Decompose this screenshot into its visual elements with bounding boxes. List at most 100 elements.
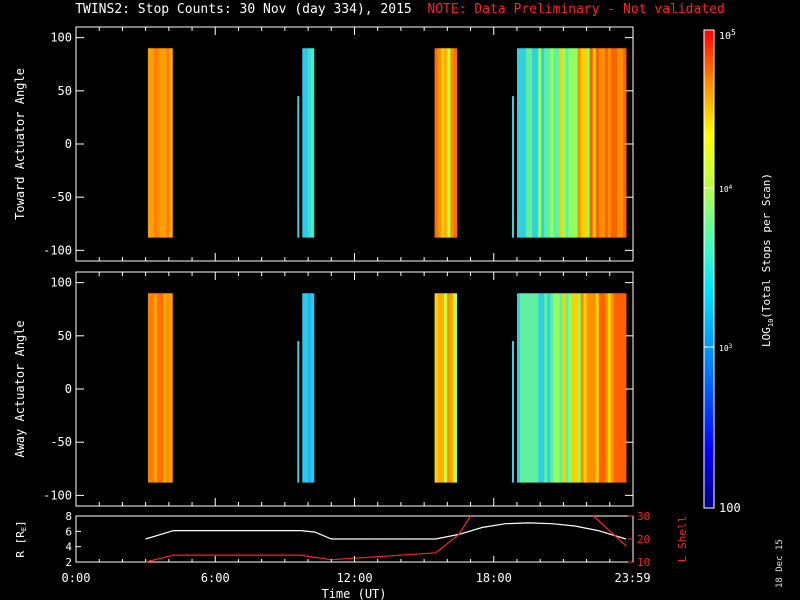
heatmap-cell bbox=[610, 293, 615, 483]
heatmap-cell bbox=[310, 48, 315, 238]
heatmap-cell bbox=[592, 293, 597, 483]
left-tick-label: 6 bbox=[65, 525, 72, 538]
heatmap-cell bbox=[562, 293, 566, 483]
y-tick-label: -50 bbox=[50, 190, 72, 204]
heatmap-cell bbox=[166, 48, 170, 238]
x-tick-label: 12:00 bbox=[336, 571, 372, 585]
heatmap-cell bbox=[550, 48, 554, 238]
heatmap-cell bbox=[568, 48, 572, 238]
title-note: NOTE: Data Preliminary - Not validated bbox=[427, 2, 725, 17]
heatmap-cell bbox=[437, 48, 442, 238]
heatmap-cell bbox=[166, 293, 170, 483]
heatmap-cell bbox=[589, 293, 594, 483]
heatmap-cell bbox=[547, 48, 551, 238]
heatmap-cell bbox=[434, 293, 439, 483]
heatmap-cell bbox=[574, 293, 578, 483]
y-tick-label: -100 bbox=[43, 488, 72, 502]
heatmap-cell bbox=[601, 293, 606, 483]
heatmap-cell bbox=[544, 293, 548, 483]
heatmap-cell bbox=[308, 293, 312, 483]
heatmap-cell bbox=[523, 293, 527, 483]
heatmap-cell bbox=[450, 293, 454, 483]
heatmap-cell bbox=[601, 48, 606, 238]
heatmap-cell bbox=[580, 48, 585, 238]
heatmap-cell bbox=[589, 48, 594, 238]
away-heatmap-panel: 100 50 0 -50 -100 Away Actuator Angle bbox=[13, 271, 634, 507]
heatmap-cell bbox=[568, 293, 572, 483]
heatmap-cell bbox=[147, 293, 152, 483]
heatmap-cell bbox=[619, 48, 624, 238]
heatmap-cell bbox=[302, 293, 306, 483]
heatmap-cell bbox=[595, 48, 600, 238]
heatmap-cell bbox=[535, 48, 539, 238]
heatmap-cell bbox=[577, 293, 581, 483]
heatmap-cell bbox=[447, 293, 451, 483]
heatmap-cell bbox=[616, 293, 621, 483]
heatmap-cell bbox=[586, 293, 591, 483]
heatmap-cell bbox=[613, 48, 618, 238]
heatmap-cell bbox=[553, 293, 557, 483]
heatmap-cell bbox=[604, 48, 609, 238]
colorbar-tick-mid: 104 bbox=[719, 184, 733, 194]
y-tick-label: 100 bbox=[50, 31, 72, 45]
heatmap-cell bbox=[453, 48, 458, 238]
heatmap-cell bbox=[516, 293, 521, 483]
y-tick-label: 0 bbox=[65, 137, 72, 151]
date-stamp: 18 Dec 15 bbox=[775, 539, 785, 588]
colorbar-tick-bottom: 100 bbox=[719, 501, 741, 515]
heatmap-cell bbox=[538, 48, 542, 238]
series-r-line bbox=[145, 522, 627, 540]
heatmap-cell bbox=[444, 293, 448, 483]
heatmap-cell bbox=[147, 48, 152, 238]
heatmap-cell bbox=[519, 48, 524, 238]
toward-heatmap-blocks bbox=[147, 48, 627, 238]
heatmap-cell bbox=[553, 48, 557, 238]
y-tick-label: 100 bbox=[50, 276, 72, 290]
heatmap-cell bbox=[516, 48, 521, 238]
heatmap-cell bbox=[526, 48, 530, 238]
left-tick-label: 2 bbox=[65, 556, 72, 569]
heatmap-cell bbox=[519, 293, 524, 483]
series-lshell-line bbox=[145, 515, 472, 563]
heatmap-cell bbox=[437, 293, 442, 483]
away-y-label: Away Actuator Angle bbox=[13, 320, 27, 457]
heatmap-cell bbox=[302, 48, 306, 238]
heatmap-cell bbox=[574, 48, 578, 238]
orbit-left-ticks: 8 6 4 2 bbox=[65, 510, 81, 569]
heatmap-cell bbox=[607, 293, 612, 483]
toward-y-label: Toward Actuator Angle bbox=[13, 68, 27, 220]
heatmap-cell bbox=[556, 48, 560, 238]
heatmap-cell bbox=[154, 293, 158, 483]
heatmap-cell bbox=[157, 48, 161, 238]
heatmap-cell bbox=[160, 48, 164, 238]
heatmap-cell bbox=[169, 293, 173, 483]
heatmap-cell bbox=[613, 293, 618, 483]
y-tick-label: -100 bbox=[43, 243, 72, 257]
heatmap-cell bbox=[565, 48, 569, 238]
heatmap-cell bbox=[544, 48, 548, 238]
heatmap-cell bbox=[559, 293, 563, 483]
heatmap-cell bbox=[598, 293, 603, 483]
right-tick-label: 10 bbox=[637, 556, 650, 569]
heatmap-cell bbox=[595, 293, 600, 483]
heatmap-cell bbox=[532, 48, 536, 238]
y-tick-label: 0 bbox=[65, 382, 72, 396]
colorbar-tick-low: 103 bbox=[719, 343, 733, 353]
heatmap-cell bbox=[604, 293, 609, 483]
orbit-panel: 8 6 4 2 30 20 10 0:00 6:00 12:00 18:00 23:59 R [R… bbox=[14, 510, 689, 600]
y-tick-label: 50 bbox=[58, 329, 72, 343]
away-y-ticks: 100 50 0 -50 -100 bbox=[43, 272, 634, 506]
heatmap-cell bbox=[450, 48, 454, 238]
heatmap-cell bbox=[619, 293, 624, 483]
heatmap-cell bbox=[308, 48, 312, 238]
heatmap-cell bbox=[623, 293, 627, 483]
orbit-lines bbox=[145, 515, 627, 563]
right-tick-label: 20 bbox=[637, 533, 650, 546]
heatmap-cell bbox=[583, 48, 588, 238]
heatmap-cell bbox=[150, 48, 155, 238]
x-tick-label: 6:00 bbox=[201, 571, 230, 585]
heatmap-cell bbox=[535, 293, 539, 483]
x-tick-label: 23:59 bbox=[614, 571, 650, 585]
heatmap-cell bbox=[565, 293, 569, 483]
